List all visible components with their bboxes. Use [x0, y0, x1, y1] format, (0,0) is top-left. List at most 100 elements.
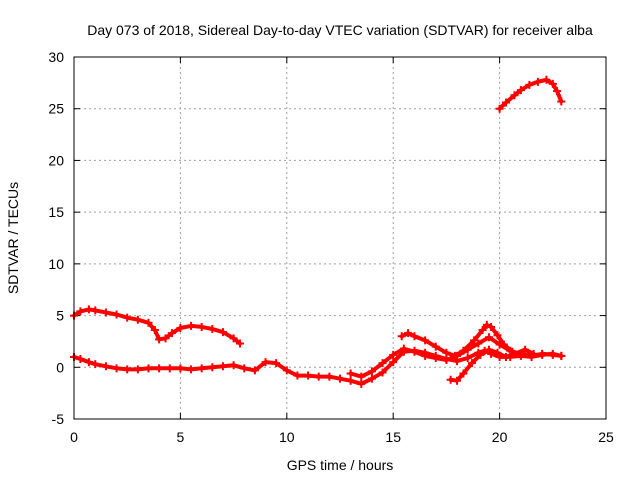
data-point [197, 364, 206, 373]
data-point [478, 326, 487, 335]
y-tick-label: 30 [48, 49, 64, 65]
data-point [442, 348, 451, 357]
series-arc-1 [70, 305, 244, 348]
data-point [357, 379, 366, 388]
data-point [229, 361, 238, 370]
data-point [538, 349, 547, 358]
data-point [378, 368, 387, 377]
data-point [197, 322, 206, 331]
x-tick-label: 20 [492, 429, 508, 445]
y-tick-label: 20 [48, 152, 64, 168]
data-point [218, 362, 227, 371]
data-point [501, 352, 510, 361]
data-point [499, 340, 508, 349]
data-point [389, 358, 398, 367]
data-point [282, 366, 291, 375]
data-point [453, 376, 462, 385]
data-point [548, 79, 557, 88]
data-point [378, 359, 387, 368]
data-point [476, 350, 485, 359]
data-point [548, 350, 557, 359]
data-point [542, 75, 551, 84]
data-point [346, 369, 355, 378]
series-arc-2 [70, 346, 566, 388]
y-tick-label: -5 [52, 411, 65, 427]
y-tick-label: 10 [48, 256, 64, 272]
data-point [176, 364, 185, 373]
data-point [484, 345, 493, 354]
data-point [336, 374, 344, 383]
data-point [557, 97, 566, 106]
data-point [150, 326, 159, 335]
data-point [84, 305, 93, 314]
x-axis-label: GPS time / hours [287, 457, 394, 473]
data-point [446, 375, 455, 384]
plot-area [70, 75, 566, 388]
y-tick-label: 0 [56, 359, 64, 375]
data-point [272, 359, 281, 368]
data-point [421, 336, 430, 345]
data-point [112, 310, 121, 319]
data-point [431, 342, 440, 351]
data-point [250, 366, 259, 375]
x-tick-label: 5 [177, 429, 185, 445]
data-point [218, 328, 227, 337]
data-point [516, 86, 525, 95]
data-point [431, 353, 440, 362]
data-point [229, 334, 238, 343]
data-point [314, 372, 323, 381]
data-point [470, 336, 479, 345]
y-tick-label: 15 [48, 204, 64, 220]
data-point [482, 320, 491, 329]
data-point [557, 351, 566, 360]
data-point [501, 98, 510, 107]
data-point [474, 339, 483, 348]
data-point [176, 323, 185, 332]
chart-title: Day 073 of 2018, Sidereal Day-to-day VTE… [87, 22, 593, 38]
x-tick-label: 15 [385, 429, 401, 445]
y-tick-label: 5 [56, 308, 64, 324]
data-point [101, 362, 110, 371]
data-point [357, 372, 366, 381]
data-point [410, 347, 419, 356]
y-tick-label: 25 [48, 101, 64, 117]
plot-frame [73, 56, 607, 420]
data-point [397, 332, 406, 341]
data-point [155, 364, 164, 373]
grid-lines [74, 57, 606, 419]
data-point [144, 318, 153, 327]
data-point [493, 348, 502, 357]
x-tick-label: 25 [598, 429, 614, 445]
series-line [497, 77, 564, 111]
data-point [304, 371, 313, 380]
data-point [495, 104, 504, 113]
data-point [112, 364, 121, 373]
data-point [84, 358, 93, 367]
data-point [91, 306, 100, 315]
series-arc-4 [397, 320, 566, 360]
data-point [76, 355, 85, 364]
data-point [487, 322, 496, 331]
data-point [240, 364, 249, 373]
x-tick-label: 0 [70, 429, 78, 445]
data-point [367, 367, 376, 376]
data-point [484, 333, 493, 342]
data-point [123, 365, 132, 374]
tick-labels: 0 5 10 15 20 25 -5 0 5 10 15 20 25 30 [48, 49, 614, 445]
data-point [459, 346, 468, 355]
data-point [101, 308, 110, 317]
data-point [208, 325, 217, 334]
data-point [410, 332, 419, 341]
series-arc-5 [446, 345, 538, 385]
data-point [167, 329, 176, 338]
data-point [399, 344, 408, 353]
data-point [91, 360, 100, 369]
data-point [144, 364, 153, 373]
data-point [155, 335, 164, 344]
data-point [459, 369, 468, 378]
data-point [261, 358, 270, 367]
data-point [553, 87, 562, 96]
data-point [510, 91, 519, 100]
data-point [404, 329, 413, 338]
